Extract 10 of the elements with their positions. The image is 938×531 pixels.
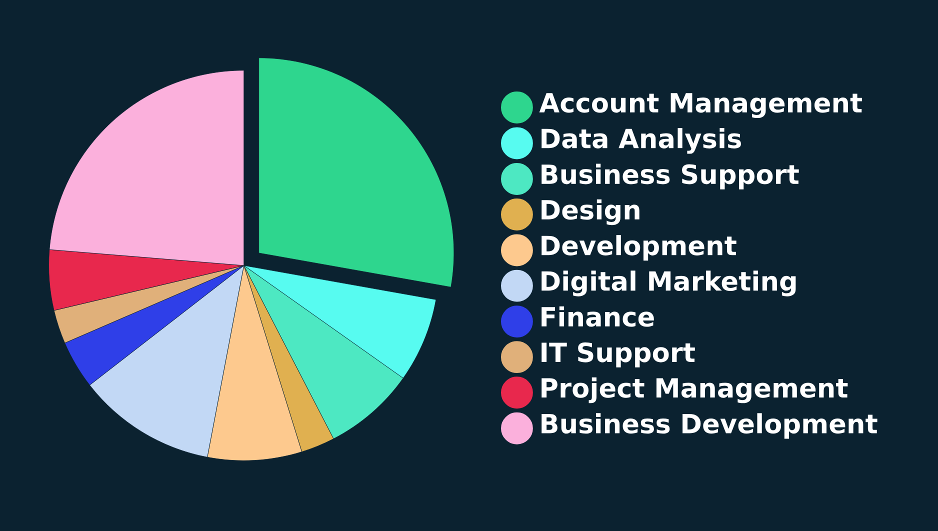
legend-label: Design: [542, 199, 640, 226]
legend-label: IT Support: [542, 342, 695, 368]
legend-label: Finance: [542, 306, 654, 327]
legend-label: Development: [542, 235, 736, 261]
legend-label: Business Support: [542, 164, 799, 190]
legend-label: Digital Marketing: [542, 270, 796, 296]
legend-label: Project Management: [542, 377, 848, 404]
legend-label: Business Development: [542, 413, 878, 439]
legend-label: Account Management: [539, 93, 862, 118]
legend-label: Data Analysis: [542, 128, 741, 154]
